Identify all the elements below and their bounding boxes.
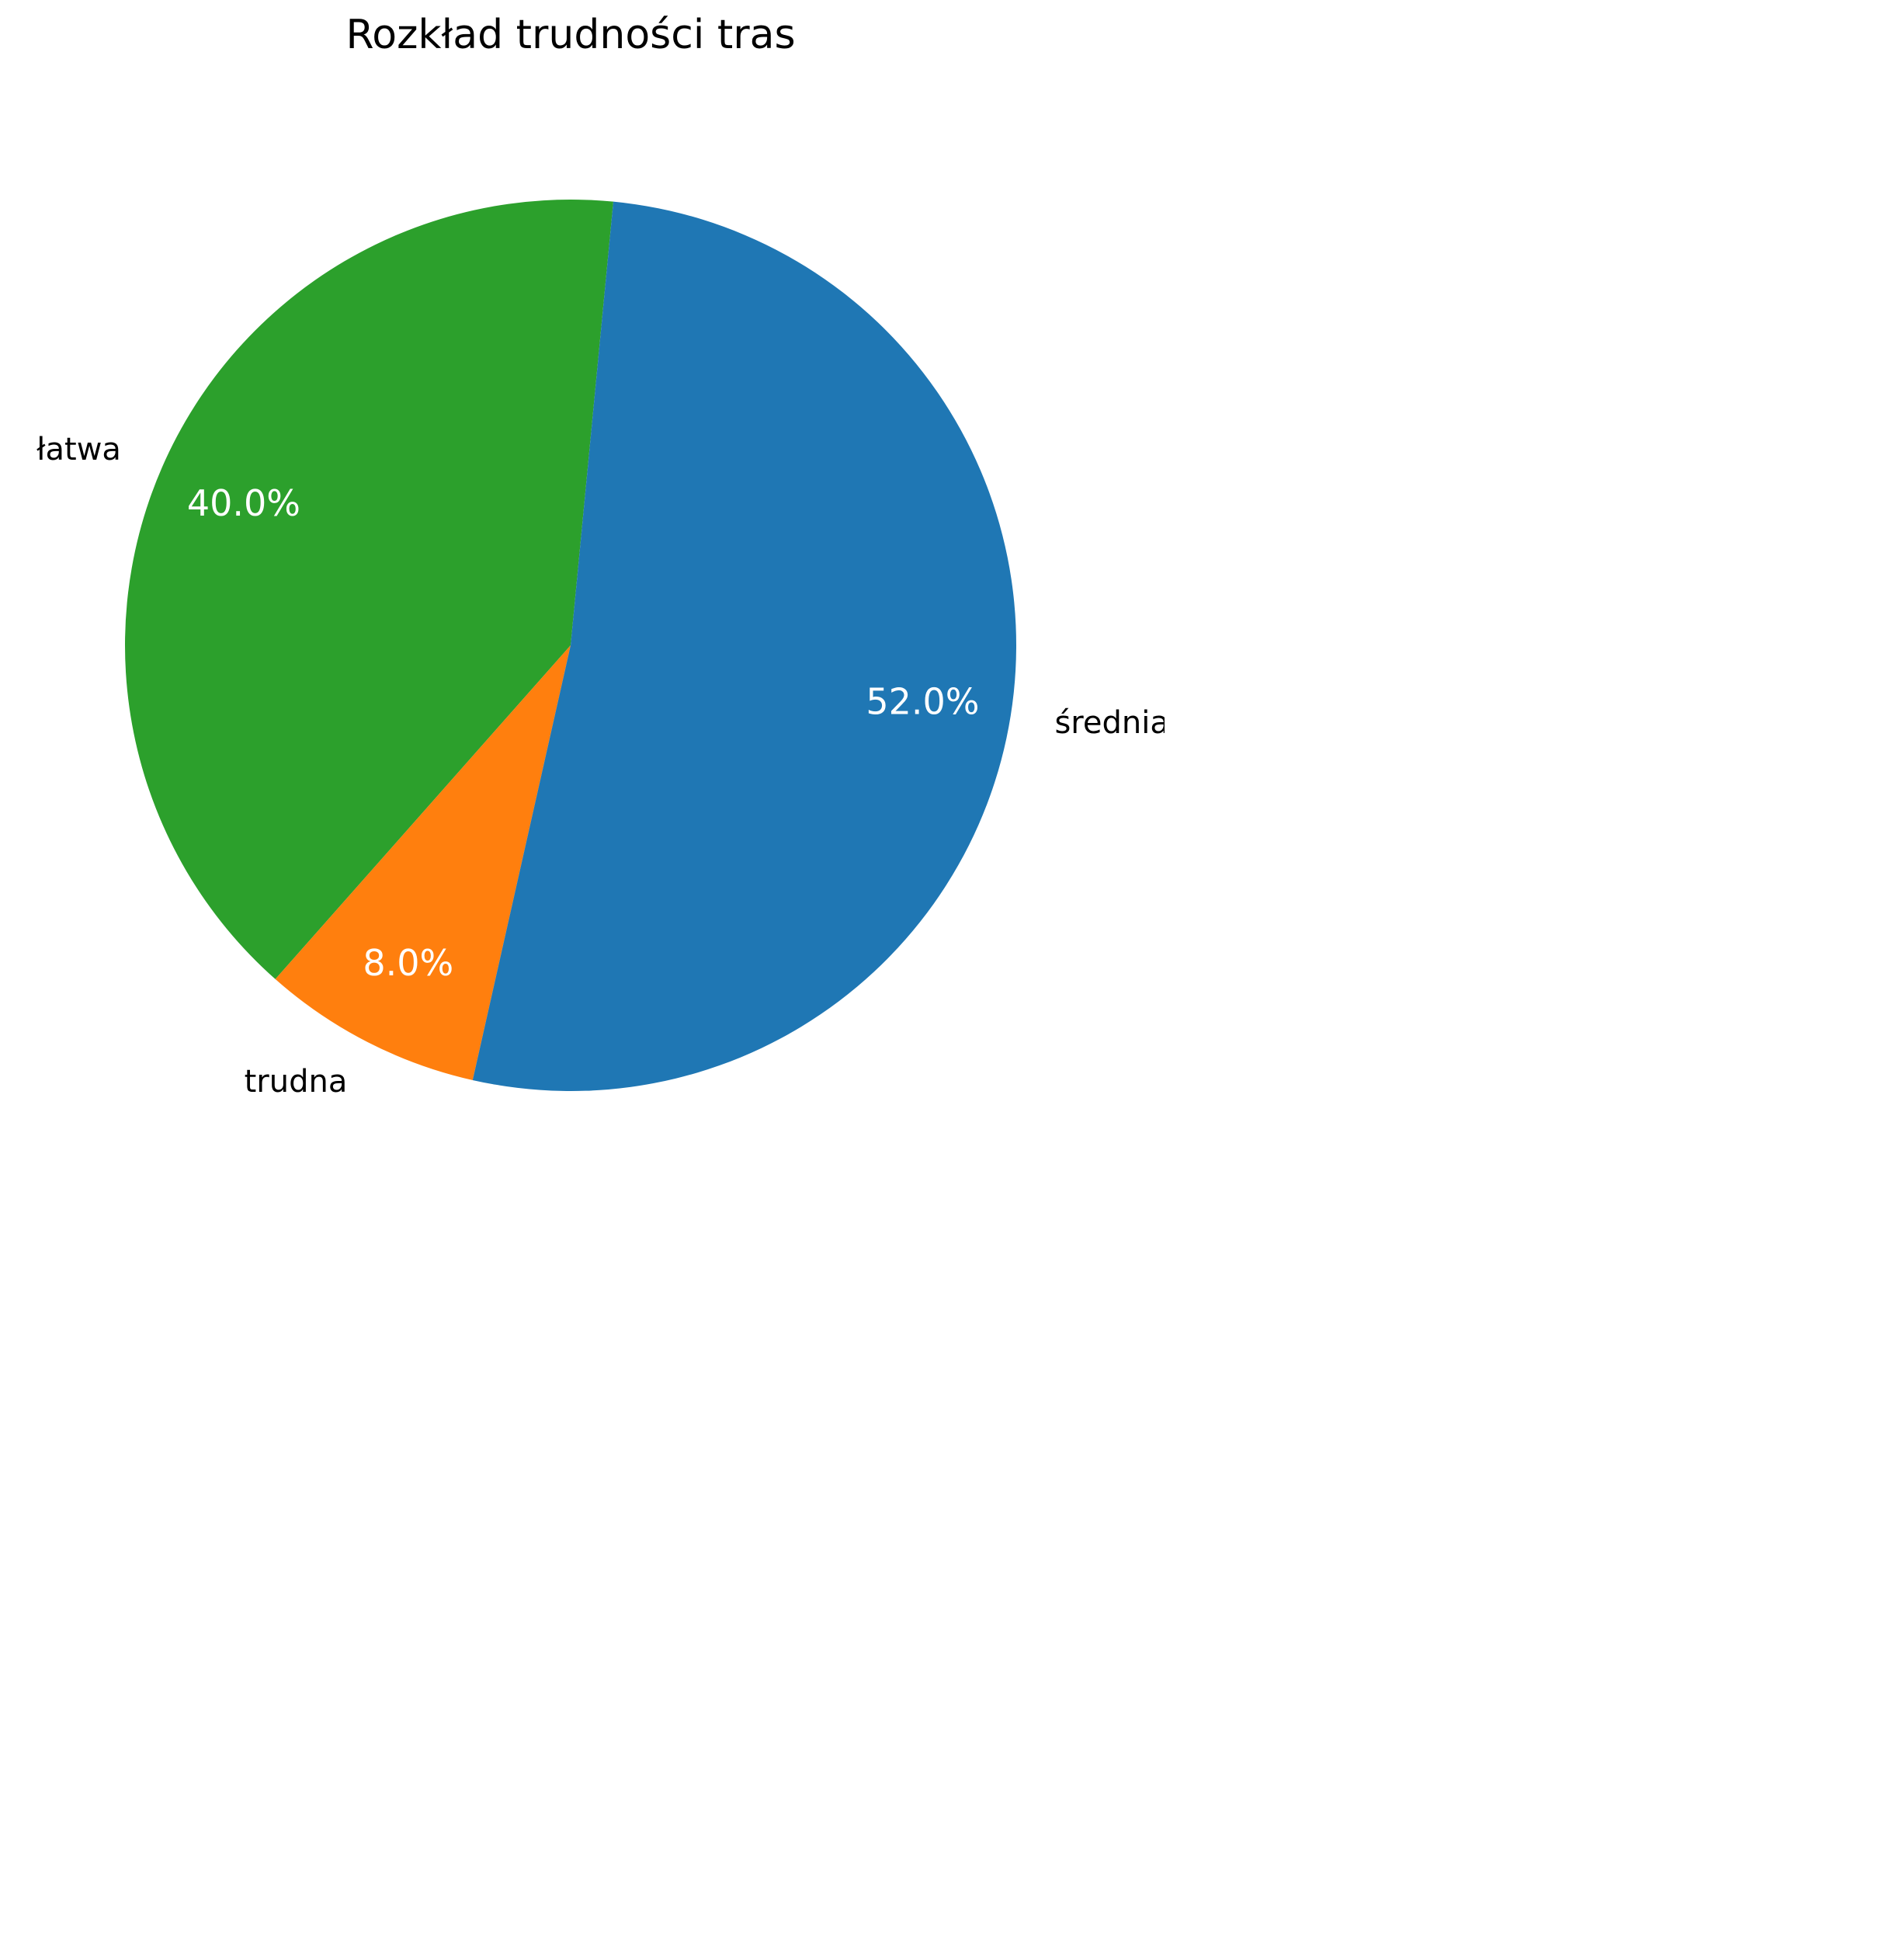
slice-label-latwa: łatwa — [36, 432, 121, 467]
slice-percent-trudna: 8.0% — [363, 942, 453, 984]
pie-slice-latwa — [124, 199, 614, 979]
pie-slice-srednia — [472, 201, 1016, 1091]
chart-title: Rozkład trudności tras — [345, 12, 795, 58]
slice-label-srednia: średnia — [1054, 705, 1165, 741]
pie-labels: łatwa 40.0% trudna 8.0% średnia 52.0% — [36, 432, 1165, 1100]
pie-slice-trudna — [275, 645, 571, 1080]
slice-percent-latwa: 40.0% — [187, 482, 300, 524]
pie-slices — [124, 199, 1016, 1091]
pie-chart: Rozkład trudności tras łatwa 40.0% trudna 8… — [36, 12, 1165, 1100]
slice-label-trudna: trudna — [245, 1064, 348, 1100]
slice-percent-srednia: 52.0% — [866, 681, 979, 723]
